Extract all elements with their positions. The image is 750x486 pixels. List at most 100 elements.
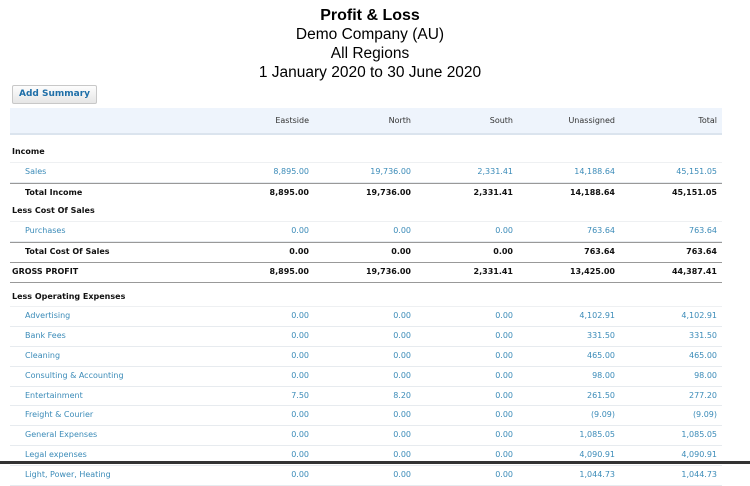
region-filter: All Regions — [330, 45, 410, 62]
account-link[interactable]: Cleaning — [25, 350, 61, 360]
column-header-unassigned[interactable]: Unassigned — [568, 116, 615, 125]
amount-link[interactable]: 0.00 — [495, 226, 513, 236]
table-row[interactable]: Advertising 0.00 0.00 0.00 4,102.91 4,102.91 — [10, 307, 722, 328]
account-link[interactable]: Legal expenses — [25, 449, 87, 459]
table-row[interactable]: Entertainment 7.50 8.20 0.00 261.50 277.20 — [10, 387, 722, 407]
table-row[interactable]: Cleaning 0.00 0.00 0.00 465.00 465.00 — [10, 347, 722, 367]
table-row[interactable]: Freight & Courier 0.00 0.00 0.00 (9.09) (9.09… — [10, 406, 722, 427]
amount-link[interactable]: 0.00 — [291, 226, 309, 236]
amount-link[interactable]: 19,736.00 — [370, 166, 411, 176]
amount-link[interactable]: 0.00 — [291, 449, 309, 459]
amount-link[interactable]: 1,044.73 — [681, 469, 717, 479]
bottom-border — [0, 461, 750, 464]
amount-link[interactable]: 0.00 — [393, 370, 411, 380]
amount-link[interactable]: 1,044.73 — [579, 469, 615, 479]
table-row[interactable]: Light, Power, Heating 0.00 0.00 0.00 1,044.7… — [10, 466, 722, 486]
account-link[interactable]: General Expenses — [25, 430, 98, 440]
section-heading-income: Income — [10, 143, 722, 163]
amount-link[interactable]: 0.00 — [393, 469, 411, 479]
amount-link[interactable]: 261.50 — [587, 390, 615, 400]
amount-link[interactable]: 277.20 — [689, 390, 717, 400]
amount-link[interactable]: 0.00 — [291, 331, 309, 341]
section-heading-cost-of-sales: Less Cost Of Sales — [10, 202, 722, 223]
amount-link[interactable]: 0.00 — [495, 350, 513, 360]
amount-link[interactable]: 0.00 — [495, 370, 513, 380]
account-link-sales[interactable]: Sales — [25, 166, 47, 176]
amount-link[interactable]: 4,090.91 — [579, 449, 615, 459]
table-row[interactable]: General Expenses 0.00 0.00 0.00 1,085.05 1,08… — [10, 426, 722, 446]
amount-link[interactable]: 0.00 — [393, 226, 411, 236]
amount-link[interactable]: 465.00 — [689, 350, 717, 360]
gross-profit-label: GROSS PROFIT — [12, 266, 79, 276]
amount-link[interactable]: 0.00 — [393, 331, 411, 341]
account-link[interactable]: Consulting & Accounting — [25, 370, 124, 380]
total-value: 763.64 — [584, 246, 615, 256]
amount-link[interactable]: 4,102.91 — [579, 311, 615, 321]
gross-profit-value: 44,387.41 — [671, 266, 717, 276]
amount-link[interactable]: 0.00 — [495, 469, 513, 479]
amount-link[interactable]: 0.00 — [495, 311, 513, 321]
account-link[interactable]: Entertainment — [25, 390, 83, 400]
account-link[interactable]: Light, Power, Heating — [25, 469, 111, 479]
amount-link[interactable]: (9.09) — [590, 410, 615, 420]
amount-link[interactable]: 0.00 — [393, 430, 411, 440]
table-row[interactable]: Consulting & Accounting 0.00 0.00 0.00 98.00… — [10, 367, 722, 387]
amount-link[interactable]: 0.00 — [393, 449, 411, 459]
amount-link[interactable]: 8.20 — [393, 390, 411, 400]
amount-link[interactable]: 331.50 — [689, 331, 717, 341]
amount-link[interactable]: 0.00 — [495, 390, 513, 400]
amount-link[interactable]: 0.00 — [393, 311, 411, 321]
account-link[interactable]: Bank Fees — [25, 331, 66, 341]
amount-link[interactable]: (9.09) — [692, 410, 717, 420]
column-header-north[interactable]: North — [388, 116, 411, 125]
amount-link[interactable]: 8,895.00 — [273, 166, 309, 176]
amount-link[interactable]: 4,090.91 — [681, 449, 717, 459]
amount-link[interactable]: 0.00 — [393, 410, 411, 420]
amount-link[interactable]: 0.00 — [495, 449, 513, 459]
amount-link[interactable]: 1,085.05 — [579, 430, 615, 440]
table-row[interactable]: Bank Fees 0.00 0.00 0.00 331.50 331.50 — [10, 327, 722, 347]
table-row[interactable]: Purchases 0.00 0.00 0.00 763.64 763.64 — [10, 222, 722, 242]
amount-link[interactable]: 0.00 — [393, 350, 411, 360]
amount-link[interactable]: 0.00 — [291, 410, 309, 420]
section-label: Less Operating Expenses — [12, 291, 126, 301]
gross-profit-value: 19,736.00 — [365, 266, 411, 276]
amount-link[interactable]: 0.00 — [291, 469, 309, 479]
table-row[interactable]: Sales 8,895.00 19,736.00 2,331.41 14,188… — [10, 163, 722, 183]
amount-link[interactable]: 763.64 — [689, 226, 717, 236]
amount-link[interactable]: 7.50 — [291, 390, 309, 400]
amount-link[interactable]: 331.50 — [587, 331, 615, 341]
account-link[interactable]: Freight & Courier — [25, 410, 94, 420]
gross-profit-row: GROSS PROFIT 8,895.00 19,736.00 2,331.41… — [10, 261, 722, 283]
total-value: 0.00 — [391, 246, 411, 256]
account-link-purchases[interactable]: Purchases — [25, 226, 66, 236]
amount-link[interactable]: 0.00 — [495, 331, 513, 341]
account-link[interactable]: Advertising — [25, 311, 71, 321]
amount-link[interactable]: 0.00 — [291, 350, 309, 360]
amount-link[interactable]: 98.00 — [592, 370, 615, 380]
total-value: 14,188.64 — [569, 187, 615, 197]
column-header-total[interactable]: Total — [698, 116, 717, 125]
amount-link[interactable]: 14,188.64 — [574, 166, 615, 176]
amount-link[interactable]: 0.00 — [291, 311, 309, 321]
section-label: Less Cost Of Sales — [12, 206, 95, 216]
column-header-south[interactable]: South — [489, 116, 513, 125]
amount-link[interactable]: 763.64 — [587, 226, 615, 236]
gross-profit-value: 2,331.41 — [473, 266, 513, 276]
total-label: Total Cost Of Sales — [25, 246, 110, 256]
total-row-income: Total Income 8,895.00 19,736.00 2,331.41… — [10, 182, 722, 203]
amount-link[interactable]: 98.00 — [694, 370, 717, 380]
amount-link[interactable]: 0.00 — [495, 410, 513, 420]
amount-link[interactable]: 45,151.05 — [676, 166, 717, 176]
report-header: Profit & Loss Demo Company (AU) All Regi… — [0, 6, 740, 82]
amount-link[interactable]: 4,102.91 — [681, 311, 717, 321]
amount-link[interactable]: 465.00 — [587, 350, 615, 360]
amount-link[interactable]: 0.00 — [291, 430, 309, 440]
column-header-eastside[interactable]: Eastside — [275, 116, 309, 125]
amount-link[interactable]: 0.00 — [495, 430, 513, 440]
add-summary-button[interactable]: Add Summary — [12, 85, 98, 104]
amount-link[interactable]: 0.00 — [291, 370, 309, 380]
total-row-cost-of-sales: Total Cost Of Sales 0.00 0.00 0.00 763.6… — [10, 241, 722, 262]
amount-link[interactable]: 1,085.05 — [681, 430, 717, 440]
amount-link[interactable]: 2,331.41 — [477, 166, 513, 176]
